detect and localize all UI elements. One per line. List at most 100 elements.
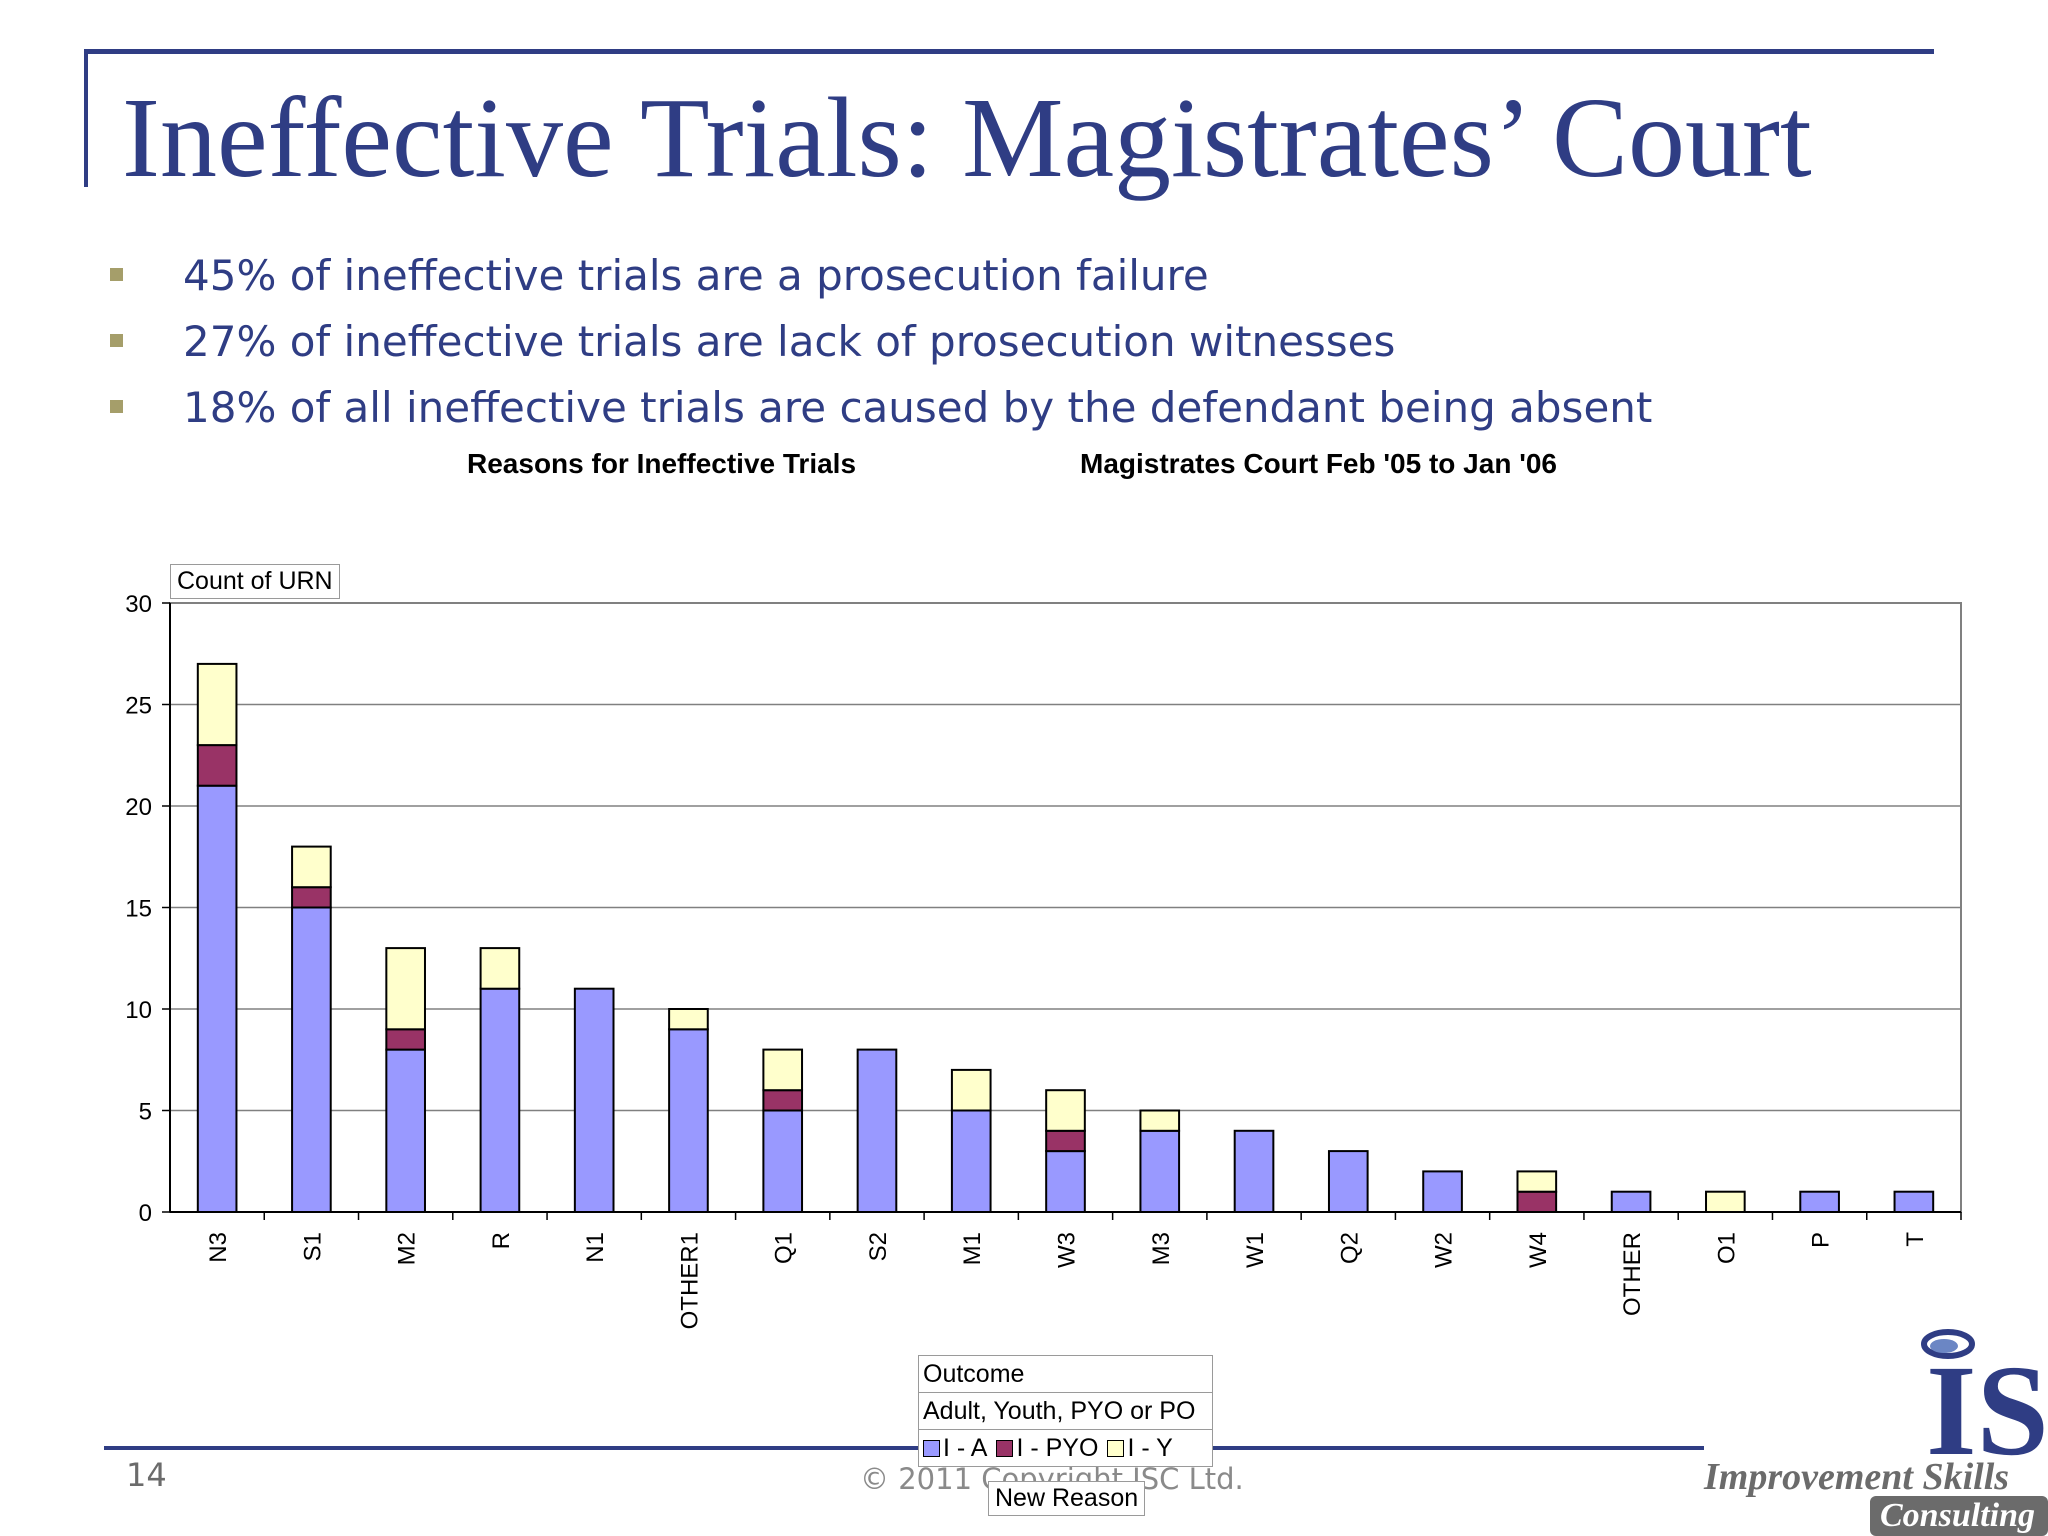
logo-line1: Improvement Skills	[1703, 1456, 2009, 1498]
bar-segment	[762, 1109, 804, 1213]
bar-segment	[385, 1048, 426, 1213]
legend-entries: I - A I - PYO I - Y	[919, 1430, 1212, 1466]
bullet-text: 18% of all ineffective trials are caused…	[183, 383, 1653, 432]
x-tick-label: Q1	[771, 1232, 798, 1264]
bar-segment	[1139, 1129, 1181, 1214]
y-field-button[interactable]: Count of URN	[170, 564, 340, 599]
bar-segment	[291, 845, 332, 889]
legend-swatch-icon	[923, 1440, 940, 1457]
x-tick-label: OTHER1	[676, 1232, 703, 1329]
legend-subtitle[interactable]: Adult, Youth, PYO or PO	[919, 1393, 1212, 1430]
bullet-text: 27% of ineffective trials are lack of pr…	[183, 317, 1396, 366]
x-tick-label: P	[1808, 1232, 1835, 1248]
bar-segment	[291, 886, 332, 909]
bar-segment	[1422, 1170, 1463, 1214]
y-tick-label: 30	[125, 591, 152, 618]
x-tick-label: N1	[582, 1232, 609, 1263]
bar-segment	[573, 987, 615, 1214]
bar-segment	[196, 744, 238, 787]
logo-swirl-inner-icon	[1930, 1339, 1958, 1353]
bar-segment	[479, 987, 521, 1214]
bar-segment	[668, 1008, 709, 1031]
legend-label: I - A	[943, 1434, 988, 1462]
bullet-list: 45% of ineffective trials are a prosecut…	[108, 246, 1652, 444]
logo-banner	[1870, 1496, 2048, 1536]
bar-segment	[950, 1109, 992, 1213]
x-tick-label: M2	[394, 1232, 421, 1265]
chart-title-left: Reasons for Ineffective Trials	[467, 448, 857, 479]
bar-segment	[1516, 1190, 1558, 1213]
x-tick-label: N3	[205, 1232, 232, 1263]
x-tick-label: M3	[1148, 1232, 1175, 1265]
bar-segment	[196, 662, 238, 747]
bar-segment	[1516, 1170, 1558, 1193]
bullet-item: 45% of ineffective trials are a prosecut…	[108, 246, 1652, 312]
bullet-square-icon	[110, 334, 123, 347]
x-tick-label: Q2	[1336, 1232, 1363, 1264]
slide-title: Ineffective Trials: Magistrates’ Court	[122, 74, 1812, 201]
legend-entry[interactable]: I - A	[923, 1434, 987, 1462]
x-tick-label: M1	[959, 1232, 986, 1265]
bar-segment	[1799, 1190, 1840, 1213]
chart-title-right: Magistrates Court Feb '05 to Jan '06	[1080, 448, 1557, 479]
x-tick-label: R	[488, 1232, 515, 1249]
legend-label: I - PYO	[1016, 1434, 1099, 1462]
page-number: 14	[126, 1456, 167, 1494]
frame-top-rule	[84, 49, 1934, 54]
bar-segment	[1045, 1150, 1086, 1213]
bar-segment	[950, 1068, 992, 1112]
x-tick-label: W1	[1242, 1232, 1269, 1268]
bar-segment	[1233, 1129, 1275, 1214]
bar-segment	[385, 947, 426, 1031]
x-tick-label: T	[1902, 1232, 1929, 1247]
footer-rule-right	[1211, 1446, 1704, 1450]
bullet-item: 18% of all ineffective trials are caused…	[108, 378, 1652, 444]
legend-entry[interactable]: I - PYO	[996, 1434, 1098, 1462]
logo-mark: IS	[1926, 1339, 2048, 1483]
legend-swatch-icon	[996, 1440, 1014, 1457]
bar-segment	[291, 906, 332, 1213]
legend-label: I - Y	[1127, 1434, 1173, 1462]
footer-rule-left	[104, 1446, 919, 1450]
bar-segment	[856, 1048, 898, 1213]
x-tick-label: S2	[865, 1232, 892, 1261]
bar-segment	[1610, 1190, 1652, 1213]
bar-segment	[762, 1048, 804, 1092]
x-tick-label: S1	[299, 1232, 326, 1261]
bar-segment	[762, 1089, 804, 1112]
x-tick-label: W4	[1525, 1232, 1552, 1268]
bar-segment	[1045, 1129, 1086, 1153]
bar-segment	[1139, 1109, 1181, 1132]
legend-title[interactable]: Outcome	[919, 1356, 1212, 1393]
logo-swirl-icon	[1921, 1329, 1975, 1359]
bar-segment	[479, 947, 521, 990]
bar-segment	[668, 1028, 709, 1214]
legend-entry[interactable]: I - Y	[1107, 1434, 1173, 1462]
bullet-text: 45% of ineffective trials are a prosecut…	[183, 251, 1209, 300]
legend-swatch-icon	[1107, 1440, 1125, 1457]
x-tick-label: O1	[1713, 1232, 1740, 1264]
y-tick-label: 20	[125, 794, 152, 821]
x-tick-label: OTHER	[1619, 1232, 1646, 1316]
bullet-item: 27% of ineffective trials are lack of pr…	[108, 312, 1652, 378]
y-tick-label: 10	[125, 997, 152, 1024]
bar-segment	[1705, 1190, 1746, 1213]
x-field-button[interactable]: New Reason	[988, 1481, 1146, 1516]
bar-segment	[1045, 1089, 1086, 1132]
y-tick-label: 15	[125, 896, 152, 923]
company-logo: IS Improvement Skills Consulting	[1703, 1329, 2048, 1536]
x-tick-label: W2	[1431, 1232, 1458, 1268]
logo-line2: Consulting	[1880, 1497, 2035, 1534]
bar-segment	[1327, 1150, 1369, 1213]
bar-segment	[385, 1028, 426, 1051]
y-tick-label: 25	[125, 693, 152, 720]
bullet-square-icon	[110, 268, 123, 281]
x-tick-label: W3	[1054, 1232, 1081, 1268]
bar-segment	[1893, 1190, 1935, 1213]
bar-segment	[196, 784, 238, 1213]
frame-left-rule	[84, 49, 88, 187]
y-tick-label: 0	[139, 1200, 152, 1227]
bullet-square-icon	[110, 400, 123, 413]
